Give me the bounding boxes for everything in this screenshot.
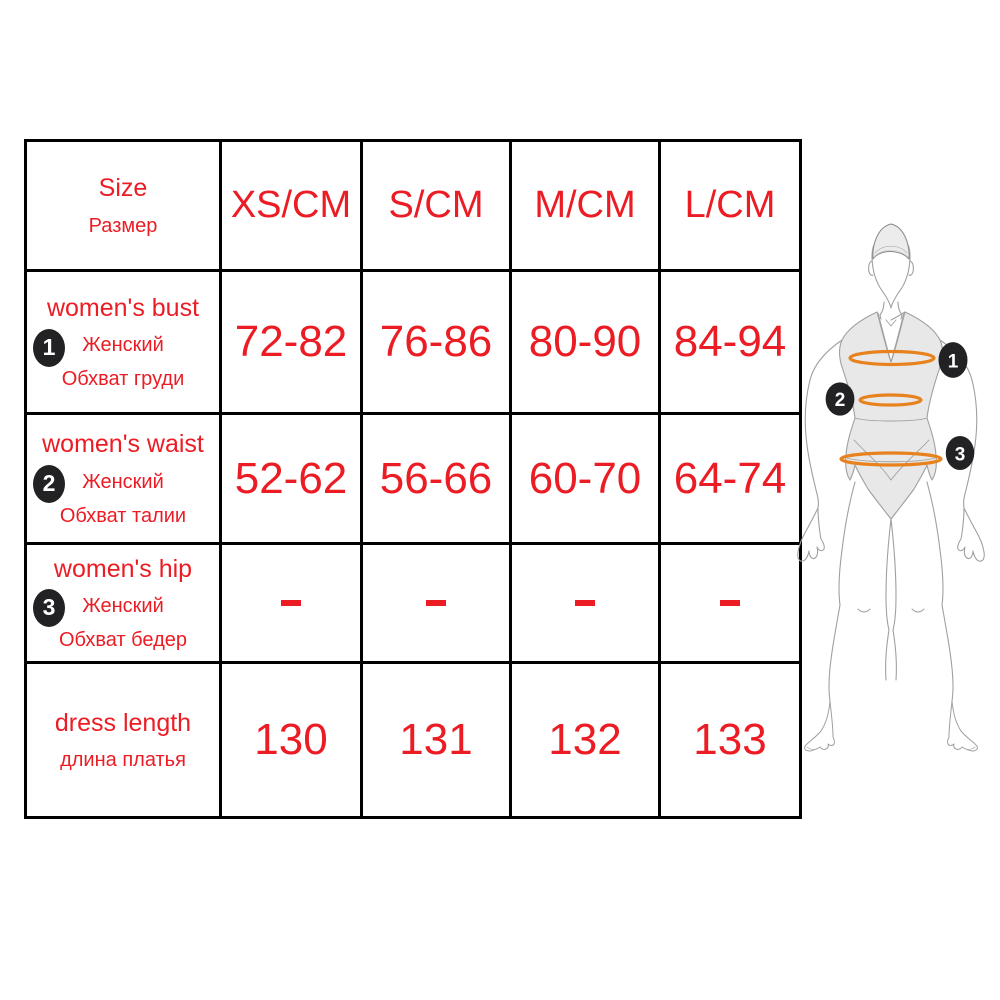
svg-text:3: 3 — [955, 445, 966, 466]
svg-text:1: 1 — [948, 352, 959, 373]
svg-text:2: 2 — [835, 390, 846, 411]
